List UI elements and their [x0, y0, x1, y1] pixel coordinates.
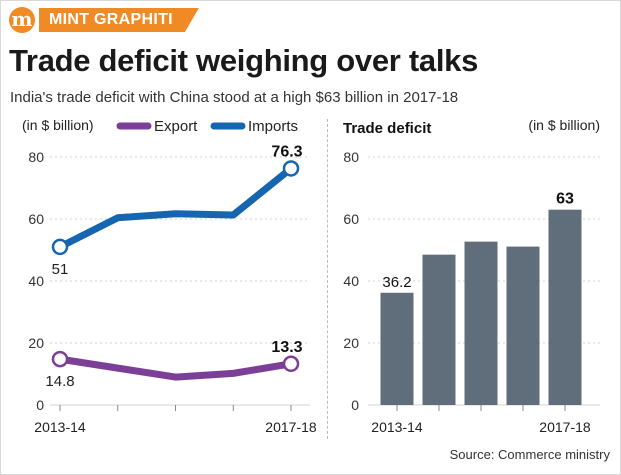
- deficit-bar: [422, 254, 456, 405]
- series-point-imports: [51, 238, 69, 256]
- line-x-tick-label: 2013-14: [34, 419, 86, 435]
- deficit-bar: [506, 246, 540, 405]
- bar-y-tick-label: 80: [343, 149, 359, 165]
- bar-x-tick-label: 2013-14: [371, 419, 423, 435]
- data-label-export: 13.3: [271, 339, 302, 356]
- bar-y-tick-label: 0: [351, 397, 359, 413]
- line-y-tick-label: 80: [28, 149, 44, 165]
- bar-unit-label: (in $ billion): [528, 117, 600, 133]
- bar-y-tick-label: 40: [343, 273, 359, 289]
- deficit-bar: [548, 209, 582, 405]
- series-point-export: [282, 355, 300, 373]
- line-y-tick-label: 0: [36, 397, 44, 413]
- line-y-tick-label: 20: [28, 335, 44, 351]
- series-line-export: [56, 355, 295, 381]
- bar-y-tick-label: 20: [343, 335, 359, 351]
- bar-value-label: 36.2: [382, 274, 411, 291]
- brand-name: MINT GRAPHITI: [39, 8, 199, 32]
- bar-chart-title: Trade deficit: [343, 120, 431, 137]
- line-y-tick-label: 40: [28, 273, 44, 289]
- bar-value-label: 63: [556, 191, 574, 208]
- data-label-imports: 76.3: [271, 143, 302, 160]
- deficit-bar: [380, 292, 414, 405]
- series-point-export: [51, 350, 69, 368]
- bar-y-tick-label: 60: [343, 211, 359, 227]
- line-y-tick-label: 60: [28, 211, 44, 227]
- line-x-tick-label: 2017-18: [265, 419, 317, 435]
- series-line-imports: [56, 164, 295, 251]
- legend-label-export: Export: [154, 118, 198, 135]
- mint-logo: m: [9, 7, 35, 33]
- line-unit-label: (in $ billion): [22, 117, 94, 133]
- bar-x-tick-label: 2017-18: [539, 419, 591, 435]
- page-subtitle: India's trade deficit with China stood a…: [10, 89, 459, 106]
- source-note: Source: Commerce ministry: [449, 447, 610, 462]
- chart-divider: [327, 119, 328, 439]
- page-title: Trade deficit weighing over talks: [9, 43, 479, 78]
- series-point-imports: [282, 160, 300, 177]
- data-label-export: 14.8: [45, 373, 74, 390]
- bar-chart: Trade deficit (in $ billion) 0 20 40 60 80 2013…: [343, 117, 600, 435]
- data-label-imports: 51: [52, 261, 69, 278]
- brand-header: m MINT GRAPHITI: [9, 7, 199, 33]
- legend-label-imports: Imports: [248, 118, 298, 135]
- line-chart: (in $ billion) Export Imports 0 20 40 60 80 2013…: [22, 117, 317, 435]
- deficit-bar: [464, 241, 498, 405]
